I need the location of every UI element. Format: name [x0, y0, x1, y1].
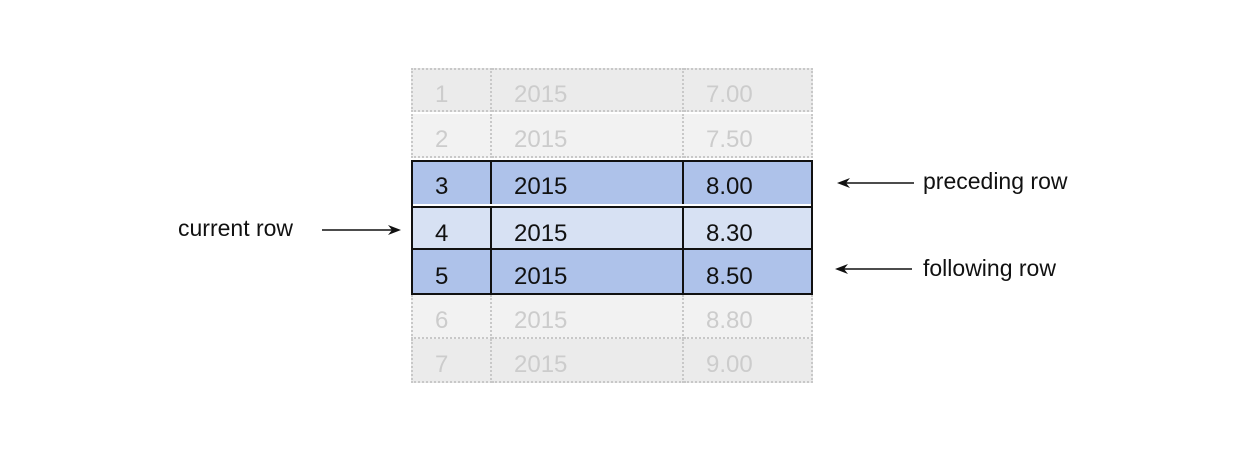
row-id-cell: 3 [411, 160, 492, 204]
row-id-cell: 5 [411, 250, 492, 294]
preceding-row-arrow [837, 178, 914, 188]
row-divider [411, 248, 813, 250]
year-cell: 2015 [492, 68, 684, 112]
table-row-current: 4 2015 8.30 [411, 207, 813, 251]
table-row-7: 7 2015 9.00 [411, 339, 813, 383]
year-cell: 2015 [492, 160, 684, 204]
value-cell: 8.00 [684, 160, 813, 204]
value-cell: 8.80 [684, 295, 813, 339]
value-cell: 8.30 [684, 207, 813, 251]
table-row-1: 1 2015 7.00 [411, 68, 813, 112]
preceding-row-label: preceding row [923, 168, 1068, 194]
year-cell: 2015 [492, 207, 684, 251]
table-row-following: 5 2015 8.50 [411, 250, 813, 294]
table-row-2: 2 2015 7.50 [411, 114, 813, 158]
table-row-6: 6 2015 8.80 [411, 295, 813, 339]
following-row-label: following row [923, 255, 1056, 281]
year-cell: 2015 [492, 295, 684, 339]
current-row-arrow [322, 225, 401, 235]
row-id-cell: 2 [411, 114, 492, 158]
year-cell: 2015 [492, 114, 684, 158]
current-row-label: current row [178, 215, 294, 241]
value-cell: 9.00 [684, 339, 813, 383]
following-row-arrow [835, 264, 912, 274]
row-divider [411, 206, 813, 208]
row-id-cell: 6 [411, 295, 492, 339]
value-cell: 7.00 [684, 68, 813, 112]
row-id-cell: 4 [411, 207, 492, 251]
value-cell: 7.50 [684, 114, 813, 158]
row-id-cell: 1 [411, 68, 492, 112]
row-id-cell: 7 [411, 339, 492, 383]
year-cell: 2015 [492, 339, 684, 383]
table-row-preceding: 3 2015 8.00 [411, 160, 813, 204]
value-cell: 8.50 [684, 250, 813, 294]
year-cell: 2015 [492, 250, 684, 294]
